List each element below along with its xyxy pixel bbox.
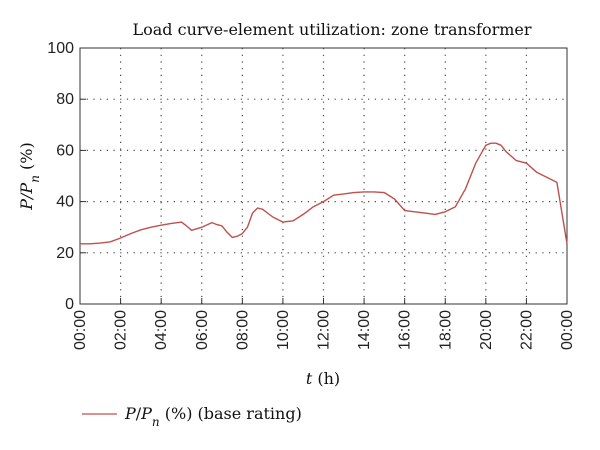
series-line xyxy=(80,142,568,245)
x-tick-label: 22:00 xyxy=(518,310,535,350)
x-tick-label: 10:00 xyxy=(275,310,292,350)
x-axis-ticks: 00:00 02:00 04:00 06:00 08:00 10:00 12:00 14:00… xyxy=(72,298,576,350)
y-tick-label: 100 xyxy=(47,40,74,57)
x-tick-label: 18:00 xyxy=(437,310,454,350)
y-axis-label: P/Pn (%) xyxy=(17,142,42,210)
x-tick-label: 14:00 xyxy=(356,310,373,350)
series-group xyxy=(80,142,568,245)
x-tick-label: 00:00 xyxy=(559,310,576,350)
x-tick-label: 02:00 xyxy=(113,310,130,350)
x-tick-label: 08:00 xyxy=(234,310,251,350)
x-tick-label: 06:00 xyxy=(194,310,211,350)
y-axis-ticks: 0 20 40 60 80 100 xyxy=(47,40,86,313)
x-axis-label: t (h) xyxy=(306,369,340,388)
y-tick-label: 80 xyxy=(56,91,74,108)
x-tick-label: 12:00 xyxy=(316,310,333,350)
legend-label: P/Pn (%) (base rating) xyxy=(124,404,302,429)
gridlines xyxy=(80,48,567,304)
x-tick-label: 20:00 xyxy=(478,310,495,350)
y-tick-label: 60 xyxy=(56,142,74,159)
y-tick-label: 20 xyxy=(56,245,74,262)
x-tick-label: 16:00 xyxy=(397,310,414,350)
x-tick-label: 00:00 xyxy=(72,310,89,350)
x-tick-label: 04:00 xyxy=(153,310,170,350)
chart-title: Load curve-element utilization: zone tra… xyxy=(132,20,531,39)
legend: P/Pn (%) (base rating) xyxy=(82,404,302,429)
y-tick-label: 40 xyxy=(56,194,74,211)
y-tick-label: 0 xyxy=(65,296,74,313)
